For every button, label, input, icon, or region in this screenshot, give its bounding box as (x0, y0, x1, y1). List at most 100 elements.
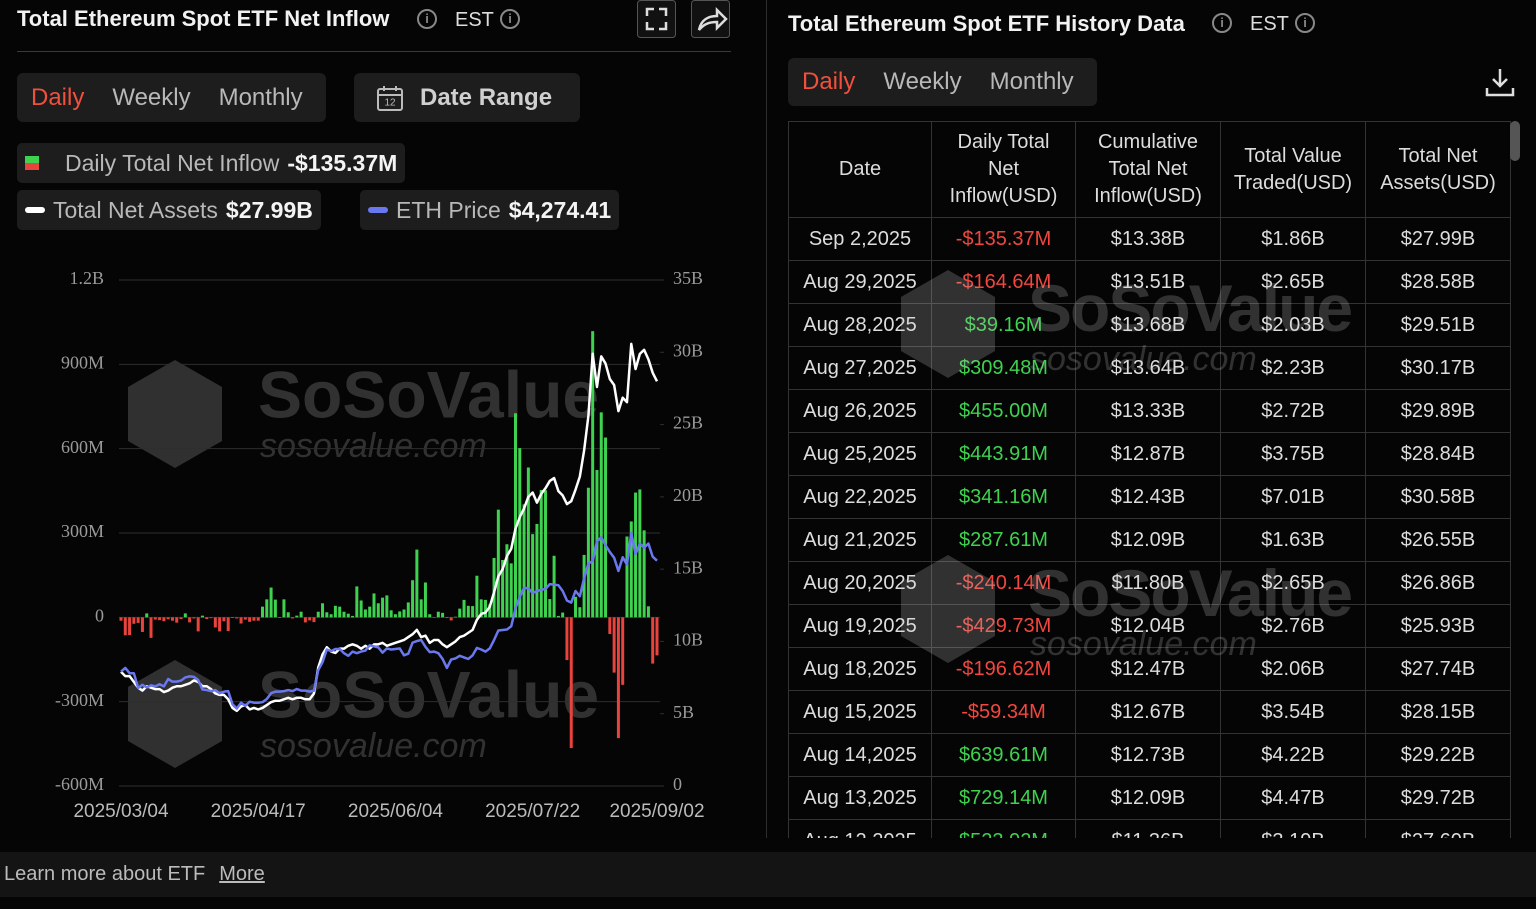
bar (269, 587, 273, 618)
table-cell: $2.03B (1220, 303, 1366, 347)
table-row: Aug 14,2025 $639.61M $12.73B $4.22B $29.22B (788, 733, 1511, 777)
bar (612, 617, 616, 673)
table-cell: $30.17B (1365, 346, 1511, 390)
y-tick-label: 900M (61, 352, 104, 372)
scrollbar[interactable] (1510, 121, 1520, 161)
bar (432, 617, 436, 618)
legend-value: -$135.37M (287, 149, 398, 176)
bar (526, 467, 530, 618)
timezone: EST (1250, 13, 1289, 35)
table-cell: $39.16M (931, 303, 1076, 347)
header-row: Date Daily Total Net Inflow(USD) Cumulativ… (788, 121, 1511, 218)
table-cell: $25.93B (1365, 604, 1511, 648)
bar (475, 575, 479, 618)
legend-label: Daily Total Net Inflow (65, 149, 280, 176)
legend-icon (25, 207, 45, 213)
bar (235, 617, 239, 619)
bar (453, 616, 457, 618)
table-cell: $12.73B (1075, 733, 1221, 777)
bar (449, 617, 453, 621)
table-cell: $13.33B (1075, 389, 1221, 433)
bar (402, 609, 406, 618)
table-cell: $341.16M (931, 475, 1076, 519)
bar (355, 586, 359, 618)
table-cell: Aug 18,2025 (788, 647, 932, 691)
table-cell: $287.61M (931, 518, 1076, 562)
bar (303, 617, 307, 623)
info-icon[interactable]: i (417, 9, 437, 29)
bar (599, 412, 603, 618)
bar (445, 617, 449, 618)
y-tick-label: 300M (61, 521, 104, 541)
bar (226, 617, 230, 632)
bar (209, 617, 213, 619)
table-cell: $29.51B (1365, 303, 1511, 347)
y2-tick-label: 10B (673, 630, 703, 650)
tab-weekly[interactable]: Weekly (883, 68, 962, 95)
bar (359, 600, 363, 618)
bar (286, 612, 290, 618)
table-cell: $12.09B (1075, 518, 1221, 562)
calendar-icon: 12 (377, 85, 403, 111)
table-cell: $28.15B (1365, 690, 1511, 734)
bar (205, 617, 209, 620)
y-tick-label: 1.2B (69, 268, 104, 288)
legend-net-assets: Total Net Assets $27.99B (17, 190, 321, 230)
bar (368, 606, 372, 618)
table-cell: $27.99B (1365, 217, 1511, 261)
bar (140, 617, 144, 632)
bar (496, 509, 500, 618)
date-range-button[interactable]: 12 Date Range (354, 73, 580, 122)
bar (196, 617, 200, 632)
table-row: Aug 18,2025 -$196.62M $12.47B $2.06B $27.74B (788, 647, 1511, 691)
bar (638, 489, 642, 618)
history-table: Date Daily Total Net Inflow(USD) Cumulativ… (788, 121, 1511, 838)
bar (179, 617, 183, 620)
table-cell: Aug 29,2025 (788, 260, 932, 304)
table-cell: $30.58B (1365, 475, 1511, 519)
table-cell: $12.43B (1075, 475, 1221, 519)
y2-tick-label: 15B (673, 557, 703, 577)
column-header: Cumulative Total Net Inflow(USD) (1075, 121, 1221, 218)
bar (488, 604, 492, 618)
legend-net-inflow: Daily Total Net Inflow -$135.37M (17, 143, 406, 183)
tab-monthly[interactable]: Monthly (989, 68, 1074, 95)
table-row: Aug 25,2025 $443.91M $12.87B $3.75B $28.84B (788, 432, 1511, 476)
bar (569, 617, 573, 749)
info-icon[interactable]: i (500, 9, 520, 29)
info-icon[interactable]: i (1295, 13, 1315, 33)
y-tick-label: 0 (95, 605, 104, 625)
download-button[interactable] (1484, 66, 1516, 98)
footer-link[interactable]: More (219, 863, 265, 885)
bar (291, 617, 295, 619)
legend-icon (368, 207, 388, 213)
footer: Learn more about ETF More (0, 852, 1536, 897)
table-cell: Aug 26,2025 (788, 389, 932, 433)
table-body: Sep 2,2025 -$135.37M $13.38B $1.86B $27.99B A… (788, 217, 1511, 838)
bar (273, 599, 277, 618)
table-cell: $2.06B (1220, 647, 1366, 691)
legend-value: $27.99B (225, 196, 313, 223)
table-cell: $7.01B (1220, 475, 1366, 519)
info-icon[interactable]: i (1212, 13, 1232, 33)
tab-monthly[interactable]: Monthly (218, 83, 303, 111)
legend-label: ETH Price (396, 196, 501, 223)
y2-tick-label: 25B (673, 413, 703, 433)
table-cell: $3.75B (1220, 432, 1366, 476)
bar (428, 614, 432, 618)
table-row: Aug 12,2025$523.92M$11.36B$3.19B$27.60B (788, 819, 1511, 838)
table-row: Aug 13,2025 $729.14M $12.09B $4.47B $29.72B (788, 776, 1511, 820)
bar (458, 608, 462, 618)
toolbar-icons[interactable] (637, 0, 731, 40)
bar (295, 615, 299, 618)
tab-weekly[interactable]: Weekly (112, 83, 191, 111)
bar (183, 613, 187, 618)
bar (552, 555, 556, 618)
table-cell: $26.55B (1365, 518, 1511, 562)
tab-daily[interactable]: Daily (802, 68, 856, 95)
bar (192, 617, 196, 619)
bar (574, 596, 578, 618)
table-row: Aug 19,2025 -$429.73M $12.04B $2.76B $25.93B (788, 604, 1511, 648)
watermark-brand: SoSoValue (258, 357, 599, 431)
tab-daily[interactable]: Daily (31, 83, 85, 111)
